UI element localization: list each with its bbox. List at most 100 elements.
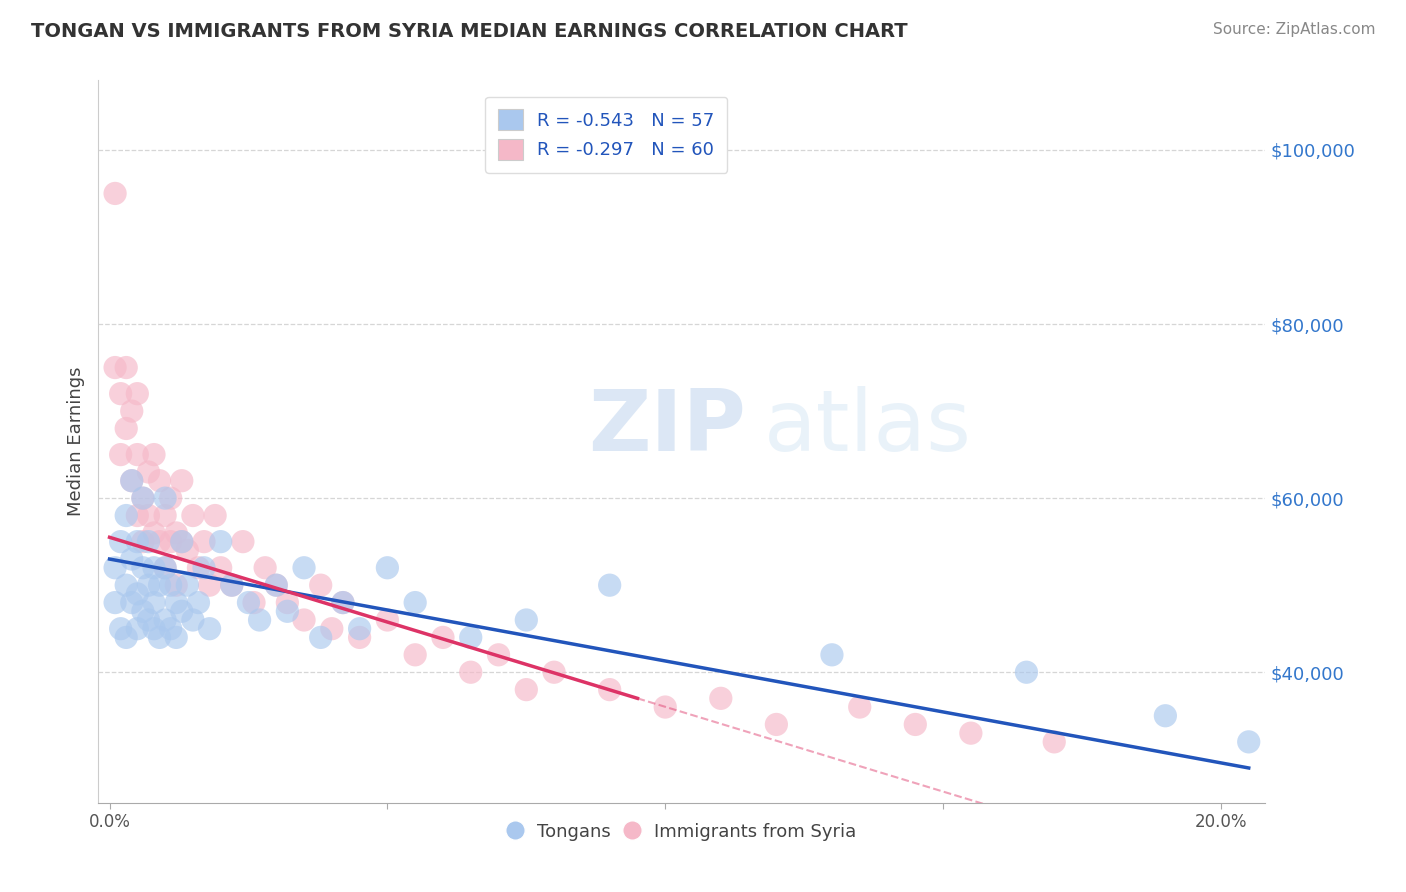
- Point: [404, 648, 426, 662]
- Point: [115, 360, 138, 375]
- Point: [121, 596, 143, 610]
- Point: [104, 186, 127, 201]
- Point: [170, 604, 193, 618]
- Point: [143, 448, 166, 462]
- Point: [349, 622, 371, 636]
- Point: [264, 578, 287, 592]
- Point: [165, 631, 187, 645]
- Point: [243, 596, 266, 610]
- Point: [121, 474, 143, 488]
- Point: [121, 404, 143, 418]
- Point: [115, 578, 138, 592]
- Point: [349, 631, 371, 645]
- Point: [148, 534, 170, 549]
- Point: [138, 508, 160, 523]
- Point: [904, 717, 927, 731]
- Point: [159, 622, 181, 636]
- Point: [377, 561, 399, 575]
- Point: [1154, 708, 1177, 723]
- Point: [132, 534, 155, 549]
- Point: [254, 561, 277, 575]
- Point: [159, 491, 181, 505]
- Point: [221, 578, 243, 592]
- Point: [292, 613, 315, 627]
- Point: [332, 596, 354, 610]
- Point: [432, 631, 454, 645]
- Text: ZIP: ZIP: [589, 385, 747, 468]
- Point: [153, 561, 176, 575]
- Point: [848, 700, 870, 714]
- Point: [599, 578, 621, 592]
- Point: [110, 386, 132, 401]
- Point: [654, 700, 676, 714]
- Point: [404, 596, 426, 610]
- Point: [710, 691, 733, 706]
- Point: [1015, 665, 1038, 680]
- Point: [321, 622, 343, 636]
- Point: [309, 631, 332, 645]
- Point: [159, 534, 181, 549]
- Point: [115, 631, 138, 645]
- Point: [153, 508, 176, 523]
- Point: [121, 474, 143, 488]
- Point: [110, 448, 132, 462]
- Point: [292, 561, 315, 575]
- Point: [187, 561, 209, 575]
- Point: [170, 534, 193, 549]
- Point: [148, 631, 170, 645]
- Point: [138, 578, 160, 592]
- Point: [153, 561, 176, 575]
- Point: [143, 596, 166, 610]
- Point: [127, 622, 149, 636]
- Point: [143, 525, 166, 540]
- Point: [221, 578, 243, 592]
- Point: [1237, 735, 1260, 749]
- Point: [165, 596, 187, 610]
- Point: [543, 665, 565, 680]
- Point: [148, 474, 170, 488]
- Point: [309, 578, 332, 592]
- Text: atlas: atlas: [763, 385, 972, 468]
- Point: [153, 491, 176, 505]
- Point: [1043, 735, 1066, 749]
- Point: [209, 561, 232, 575]
- Point: [238, 596, 260, 610]
- Point: [127, 386, 149, 401]
- Point: [276, 596, 298, 610]
- Point: [110, 622, 132, 636]
- Point: [132, 491, 155, 505]
- Point: [377, 613, 399, 627]
- Point: [104, 360, 127, 375]
- Point: [193, 534, 215, 549]
- Point: [198, 622, 221, 636]
- Point: [515, 682, 537, 697]
- Point: [181, 613, 204, 627]
- Point: [198, 578, 221, 592]
- Y-axis label: Median Earnings: Median Earnings: [66, 367, 84, 516]
- Point: [127, 534, 149, 549]
- Point: [193, 561, 215, 575]
- Point: [209, 534, 232, 549]
- Point: [115, 508, 138, 523]
- Point: [104, 561, 127, 575]
- Point: [165, 578, 187, 592]
- Point: [181, 508, 204, 523]
- Point: [159, 578, 181, 592]
- Point: [138, 534, 160, 549]
- Point: [960, 726, 983, 740]
- Point: [153, 613, 176, 627]
- Point: [460, 665, 482, 680]
- Point: [138, 465, 160, 479]
- Point: [110, 534, 132, 549]
- Point: [148, 578, 170, 592]
- Point: [170, 534, 193, 549]
- Point: [515, 613, 537, 627]
- Point: [127, 587, 149, 601]
- Point: [132, 561, 155, 575]
- Point: [143, 622, 166, 636]
- Point: [488, 648, 510, 662]
- Point: [170, 474, 193, 488]
- Point: [187, 596, 209, 610]
- Text: Source: ZipAtlas.com: Source: ZipAtlas.com: [1212, 22, 1375, 37]
- Legend: Tongans, Immigrants from Syria: Tongans, Immigrants from Syria: [501, 815, 863, 848]
